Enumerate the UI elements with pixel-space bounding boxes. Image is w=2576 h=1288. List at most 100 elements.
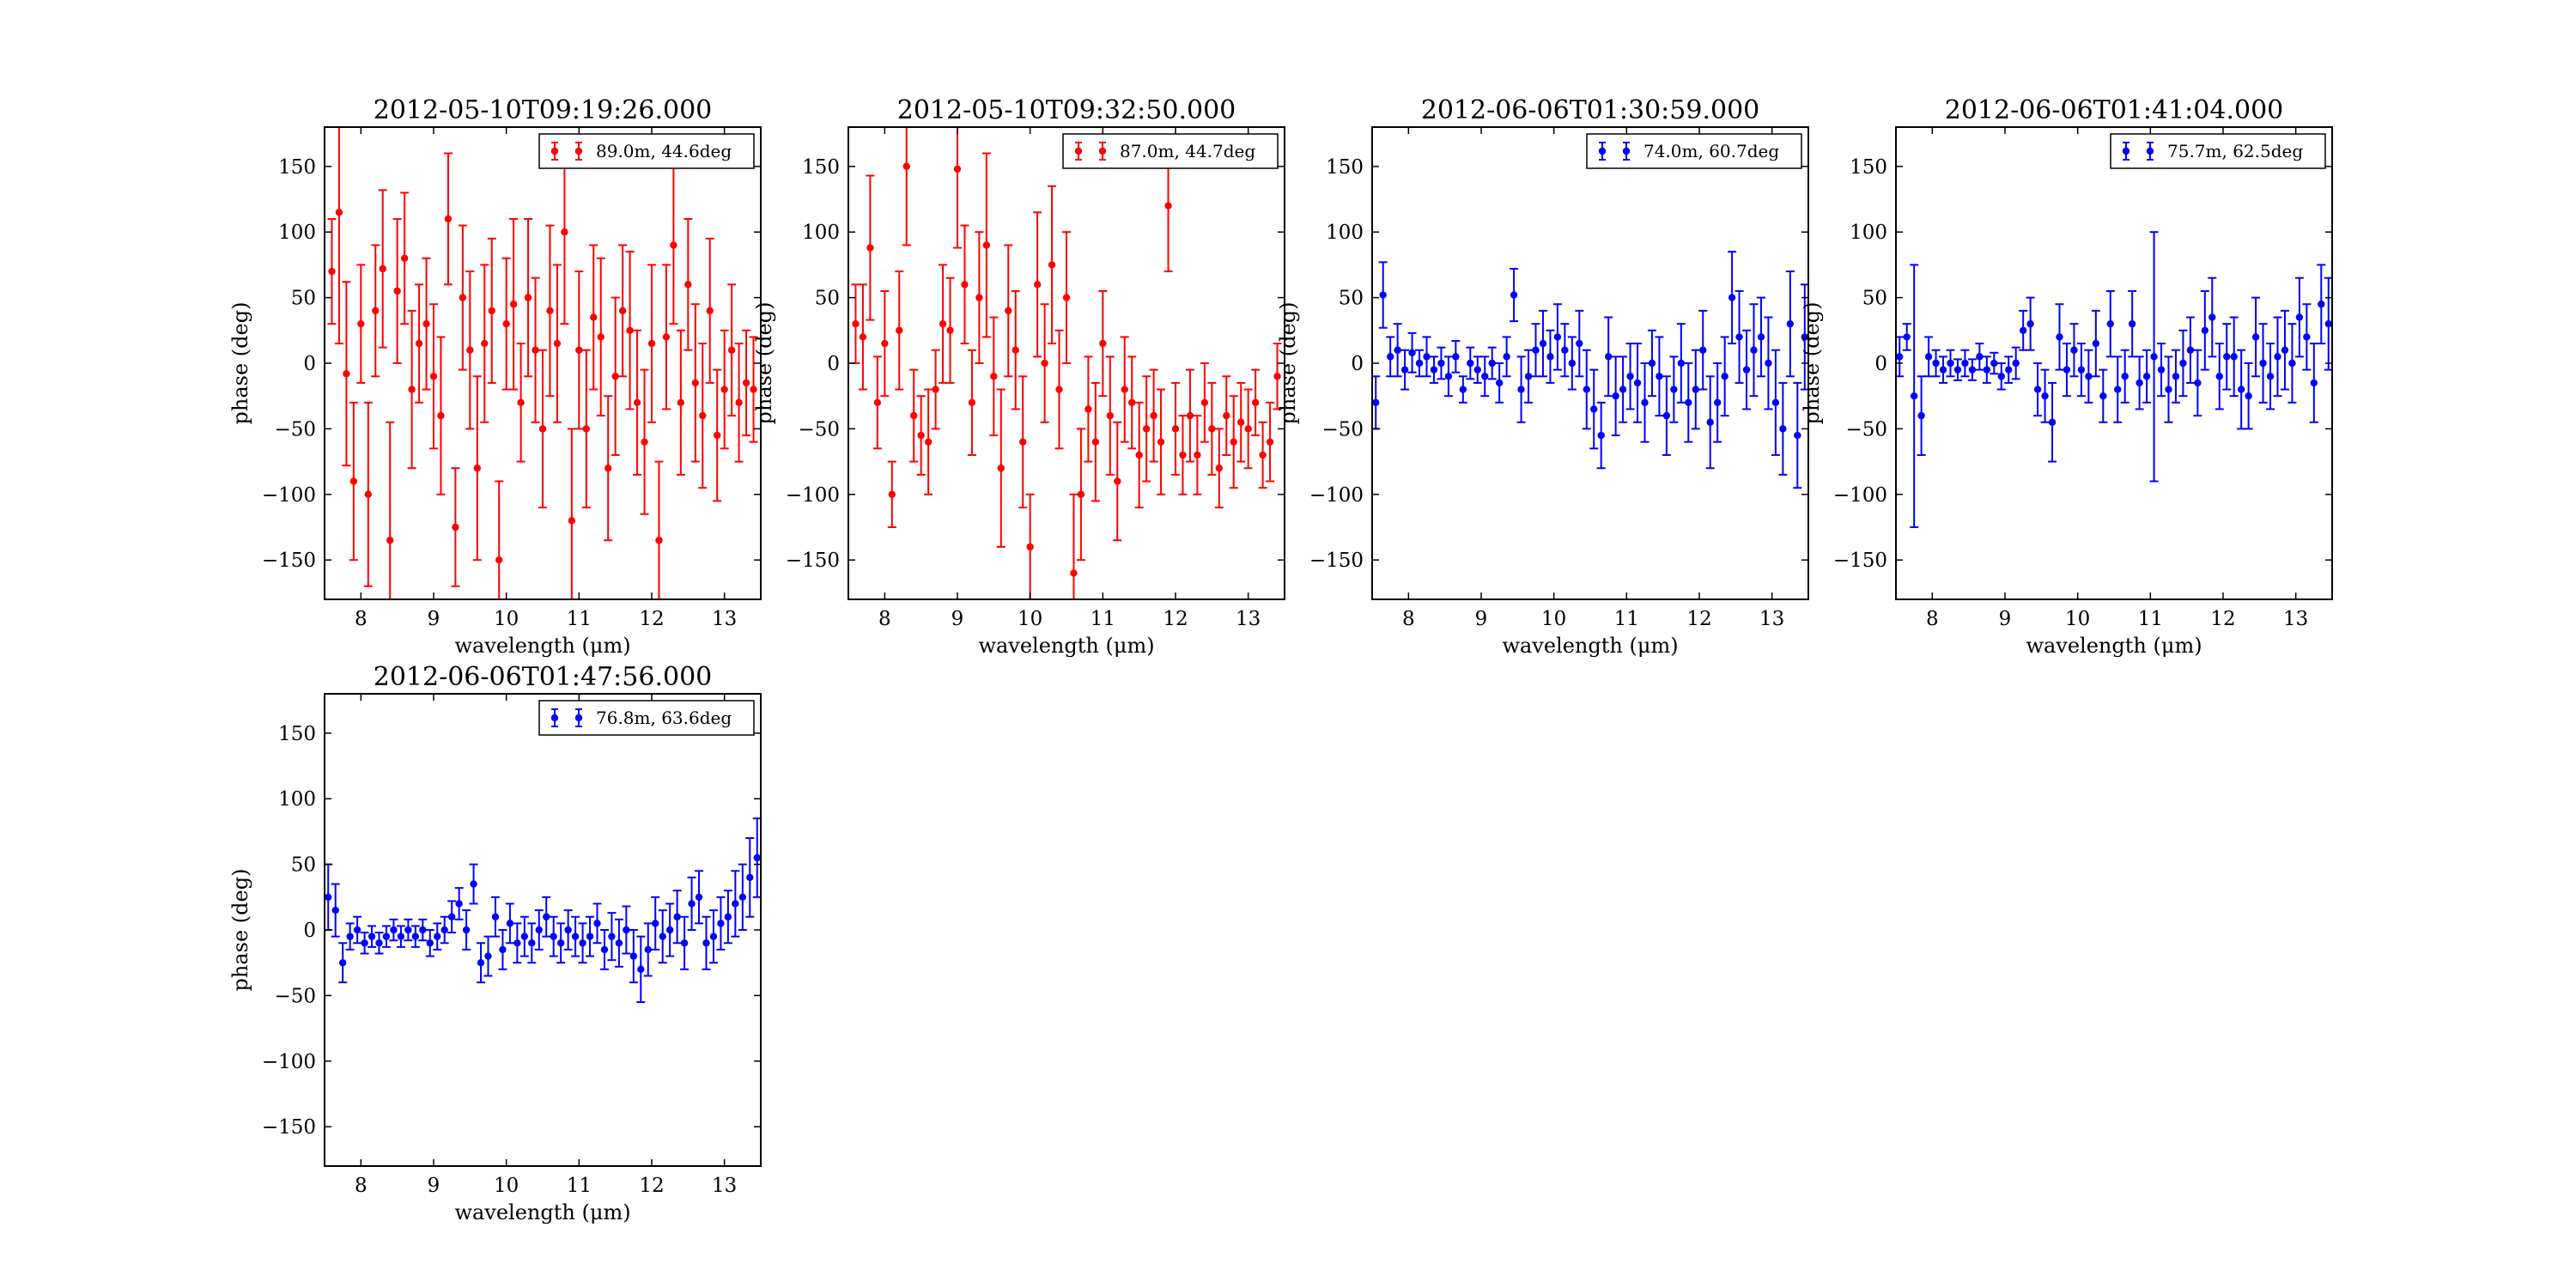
- data-point: [1408, 349, 1416, 356]
- data-point: [2121, 373, 2129, 380]
- data-point: [1121, 386, 1128, 393]
- legend: 87.0m, 44.7deg: [1062, 133, 1279, 169]
- legend-label: 89.0m, 44.6deg: [596, 141, 732, 161]
- data-point: [491, 913, 500, 920]
- data-point: [426, 939, 434, 947]
- data-point: [1473, 366, 1481, 374]
- data-point: [343, 370, 350, 378]
- data-point: [2172, 373, 2180, 380]
- data-point: [509, 301, 518, 308]
- legend-marker-dot: [550, 147, 559, 155]
- data-point: [1917, 411, 1925, 420]
- data-point: [452, 523, 459, 532]
- data-point: [481, 339, 489, 348]
- data-point: [1135, 451, 1143, 459]
- data-point: [1026, 543, 1034, 551]
- y-tick-label: 50: [291, 854, 316, 877]
- data-point: [1481, 373, 1489, 380]
- data-point: [1394, 346, 1401, 354]
- x-tick-label: 8: [1926, 608, 1939, 630]
- data-point: [2223, 353, 2231, 361]
- data-point: [528, 939, 536, 947]
- x-tick-label: 13: [712, 1175, 737, 1197]
- x-tick-label: 9: [428, 1175, 440, 1197]
- y-tick-label: −150: [786, 550, 840, 572]
- data-point: [1546, 353, 1554, 361]
- legend-label: 87.0m, 44.7deg: [1120, 141, 1255, 161]
- data-point: [2085, 373, 2093, 380]
- data-point: [1266, 438, 1274, 446]
- series-1: [1372, 251, 1808, 489]
- data-point: [568, 517, 576, 525]
- data-point: [644, 945, 652, 954]
- legend-marker-dot: [2146, 147, 2154, 155]
- data-point: [1648, 359, 1656, 368]
- data-point: [932, 386, 939, 393]
- data-point: [1215, 465, 1224, 472]
- data-point: [375, 939, 383, 947]
- data-point: [1150, 411, 1157, 420]
- data-point: [346, 933, 354, 940]
- data-point: [1503, 353, 1510, 361]
- data-point: [556, 939, 565, 947]
- data-point: [517, 398, 525, 407]
- data-point: [1019, 438, 1027, 446]
- data-point: [665, 926, 674, 934]
- data-point: [361, 939, 368, 947]
- data-point: [1976, 353, 1984, 361]
- data-point: [1685, 398, 1692, 407]
- data-point: [444, 215, 453, 223]
- data-point: [495, 556, 503, 564]
- data-point: [1583, 386, 1590, 393]
- legend-box: [538, 133, 755, 169]
- subplot-1: 2012-05-10T09:19:26.000 8 9 10 11 12 13 150 100 5…: [228, 95, 762, 658]
- data-point: [2026, 319, 2034, 328]
- data-point: [961, 281, 969, 289]
- x-tick-label: 12: [2210, 608, 2235, 630]
- data-point: [1237, 418, 1245, 426]
- y-axis-label: phase (deg): [228, 302, 252, 425]
- data-point: [2136, 379, 2143, 387]
- data-point: [532, 346, 539, 354]
- data-point: [1106, 411, 1115, 420]
- data-point: [629, 952, 638, 960]
- data-point: [1539, 339, 1547, 348]
- plot-frame: [1371, 126, 1809, 600]
- data-point: [477, 958, 485, 967]
- data-point: [997, 465, 1005, 472]
- y-tick-label: 0: [303, 353, 316, 375]
- data-point: [1171, 425, 1180, 433]
- y-tick-label: −150: [1309, 550, 1364, 572]
- data-point: [393, 287, 401, 295]
- y-tick-label: 50: [815, 288, 840, 310]
- y-tick-label: 0: [827, 353, 840, 375]
- x-tick-label: 12: [1686, 608, 1711, 630]
- data-point: [1692, 386, 1699, 393]
- data-point: [2281, 346, 2289, 354]
- data-point: [1553, 333, 1562, 341]
- data-point: [1947, 359, 1954, 368]
- data-point: [422, 319, 430, 328]
- data-point: [902, 162, 910, 171]
- data-point: [1099, 339, 1107, 348]
- data-point: [1997, 373, 2005, 380]
- y-tick-label: −100: [786, 484, 840, 507]
- y-tick-label: −50: [274, 418, 316, 440]
- legend: 75.7m, 62.5deg: [2110, 133, 2326, 169]
- data-point: [659, 933, 666, 940]
- data-point: [459, 294, 467, 301]
- data-point: [2048, 418, 2057, 426]
- data-point: [1990, 359, 1998, 368]
- y-tick-label: 150: [1850, 156, 1887, 179]
- data-point: [1742, 366, 1751, 374]
- data-point: [720, 386, 728, 393]
- subplot-3: 2012-06-06T01:30:59.000 8 9 10 11 12 13 150 100 5…: [1276, 95, 1809, 658]
- chart-title: 2012-06-06T01:47:56.000: [374, 662, 713, 692]
- data-point: [1230, 438, 1237, 446]
- data-point: [750, 386, 757, 393]
- data-point: [419, 926, 427, 934]
- data-point: [742, 379, 750, 387]
- y-axis-label: phase (deg): [1800, 302, 1824, 425]
- data-point: [706, 307, 714, 315]
